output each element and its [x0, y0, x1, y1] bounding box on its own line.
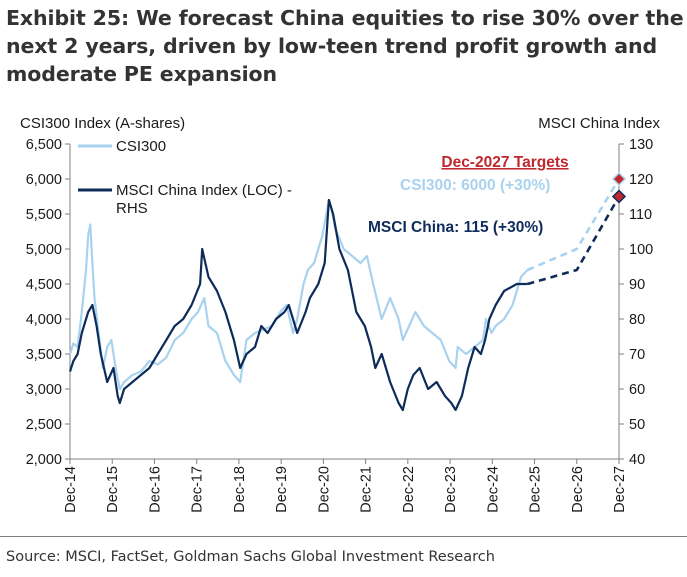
x-tick-label: Dec-18 — [232, 466, 248, 513]
source-divider — [0, 536, 687, 537]
right-tick-label: 90 — [629, 277, 645, 293]
chart-svg: CSI300 Index (A-shares) MSCI China Index… — [20, 115, 660, 513]
legend: CSI300 MSCI China Index (LOC) - RHS — [78, 138, 292, 217]
legend-label-csi300: CSI300 — [116, 138, 166, 155]
right-tick-label: 130 — [629, 137, 653, 153]
right-tick-label: 40 — [629, 452, 645, 468]
right-tick-label: 50 — [629, 417, 645, 433]
left-tick-label: 4,500 — [26, 277, 62, 293]
source-note: Source: MSCI, FactSet, Goldman Sachs Glo… — [6, 549, 495, 565]
x-tick-label: Dec-19 — [274, 466, 290, 513]
target-marker-csi300 — [611, 171, 627, 187]
series-line-msci-china-forecast — [527, 195, 621, 286]
right-tick-label: 100 — [629, 242, 653, 258]
x-tick-label: Dec-15 — [105, 466, 121, 513]
marker-layer — [611, 171, 627, 204]
right-tick-label: 60 — [629, 382, 645, 398]
x-tick-label: Dec-20 — [316, 466, 332, 513]
x-tick-label: Dec-17 — [190, 466, 206, 513]
series-line-csi300 — [68, 198, 529, 391]
right-tick-label: 70 — [629, 347, 645, 363]
series-line-csi300-forecast — [526, 178, 621, 272]
axes: 2,000 2,500 3,000 3,500 4,000 4,500 5,000 5,500… — [26, 137, 654, 513]
x-tick-label: Dec-21 — [359, 466, 375, 513]
right-tick-label: 120 — [629, 172, 653, 188]
x-tick-label: Dec-27 — [612, 466, 628, 513]
right-tick-label: 80 — [629, 312, 645, 328]
x-tick-label: Dec-23 — [443, 466, 459, 513]
left-tick-label: 5,000 — [26, 242, 62, 258]
left-tick-label: 3,500 — [26, 347, 62, 363]
right-axis-label: MSCI China Index — [538, 115, 660, 132]
series-line-msci-china-index-loc-rhs — [68, 198, 528, 412]
x-tick-label: Dec-25 — [528, 466, 544, 513]
msci-target-label: MSCI China: 115 (+30%) — [368, 219, 543, 236]
left-tick-label: 6,500 — [26, 137, 62, 153]
left-tick-label: 2,500 — [26, 417, 62, 433]
x-tick-label: Dec-14 — [63, 466, 79, 513]
x-tick-label: Dec-16 — [147, 466, 163, 513]
x-tick-label: Dec-22 — [401, 466, 417, 513]
legend-label-msci: MSCI China Index (LOC) - — [116, 182, 292, 199]
chart-title: Exhibit 25: We forecast China equities t… — [6, 4, 684, 88]
x-tick-label: Dec-26 — [570, 466, 586, 513]
title-line-1: Exhibit 25: We forecast China equities t… — [6, 6, 684, 30]
title-line-2: next 2 years, driven by low-teen trend p… — [6, 34, 658, 58]
target-annotations: Dec-2027 Targets CSI300: 6000 (+30%) MSC… — [368, 154, 569, 236]
left-tick-label: 4,000 — [26, 312, 62, 328]
title-line-3: moderate PE expansion — [6, 62, 278, 86]
legend-label-msci-line2: RHS — [116, 200, 148, 217]
targets-title: Dec-2027 Targets — [441, 154, 568, 171]
right-tick-label: 110 — [629, 207, 652, 223]
csi-target-label: CSI300: 6000 (+30%) — [400, 177, 550, 194]
left-tick-label: 2,000 — [26, 452, 62, 468]
series-layer — [68, 178, 621, 412]
target-marker-msci-china — [611, 189, 627, 204]
left-tick-label: 3,000 — [26, 382, 62, 398]
x-tick-label: Dec-24 — [485, 466, 501, 513]
left-tick-label: 5,500 — [26, 207, 62, 223]
left-axis-label: CSI300 Index (A-shares) — [20, 115, 185, 132]
left-tick-label: 6,000 — [26, 172, 62, 188]
